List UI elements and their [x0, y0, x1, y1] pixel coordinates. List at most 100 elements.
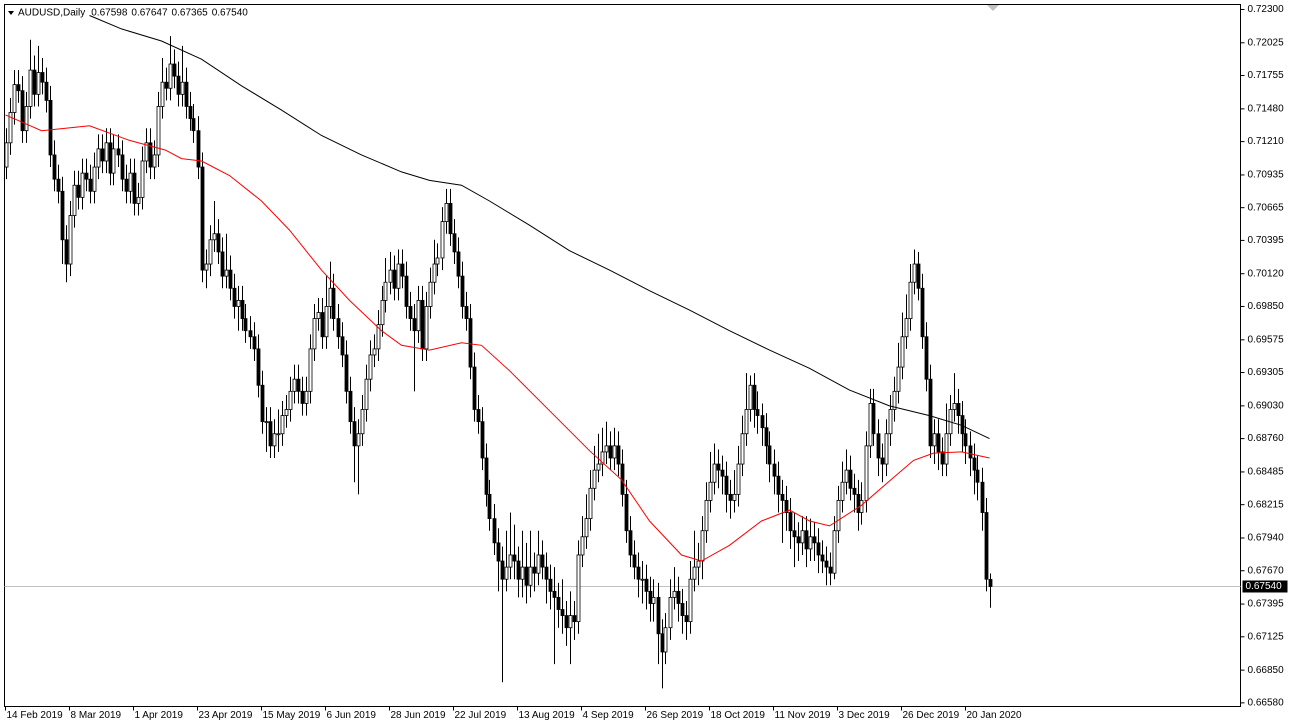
- candle-body: [248, 330, 253, 338]
- candle-body: [904, 318, 909, 338]
- candle-body: [600, 451, 605, 465]
- moving-average-line: [5, 114, 990, 562]
- candle-body: [928, 378, 933, 447]
- x-tick-label: 28 Jun 2019: [391, 710, 446, 721]
- candle-body: [316, 312, 321, 319]
- candle-body: [636, 566, 641, 580]
- candle-body: [48, 99, 53, 156]
- candle-body: [816, 542, 821, 556]
- shift-marker: [987, 5, 999, 11]
- candle-body: [252, 336, 257, 350]
- candle-body: [152, 154, 157, 168]
- candle-body: [176, 75, 181, 95]
- candle-body: [404, 275, 409, 307]
- candle-body: [832, 530, 837, 574]
- candle-body: [584, 518, 589, 538]
- chart-title: AUDUSD,Daily: [18, 8, 85, 19]
- candle-body: [52, 154, 57, 180]
- x-tick-label: 26 Sep 2019: [647, 710, 704, 721]
- y-tick-label: 0.69575: [1248, 334, 1285, 345]
- candle-body: [744, 409, 749, 435]
- candle-body: [512, 554, 517, 562]
- candle-body: [84, 172, 89, 180]
- candle-body: [172, 63, 177, 77]
- candle-body: [148, 142, 153, 168]
- candle-body: [508, 554, 513, 568]
- candle-body: [60, 190, 65, 241]
- candle-body: [755, 409, 760, 416]
- candle-body: [24, 106, 29, 132]
- candle-body: [64, 239, 69, 265]
- candle-body: [924, 336, 929, 380]
- candle-body: [888, 409, 893, 435]
- candle-body: [784, 500, 789, 513]
- candle-body: [236, 300, 241, 307]
- candle-body: [280, 415, 285, 435]
- candle-body: [188, 106, 193, 119]
- candle-body: [352, 421, 357, 447]
- candle-body: [892, 390, 897, 410]
- header-value: 0.67365: [172, 8, 209, 19]
- candle-body: [4, 142, 9, 168]
- candle-body: [812, 536, 817, 544]
- candle-body: [452, 233, 457, 253]
- candles: [4, 36, 993, 689]
- candle-body: [388, 269, 393, 283]
- x-tick-label: 26 Dec 2019: [903, 710, 960, 721]
- candle-body: [356, 433, 361, 447]
- y-tick-label: 0.70665: [1248, 202, 1285, 213]
- y-tick-label: 0.71210: [1248, 136, 1285, 147]
- candle-body: [624, 493, 629, 532]
- candle-body: [852, 487, 857, 495]
- candle-body: [448, 203, 453, 235]
- y-tick-label: 0.69305: [1248, 367, 1285, 378]
- candle-body: [424, 306, 429, 350]
- candle-body: [368, 354, 373, 380]
- candle-body: [572, 615, 577, 623]
- y-tick-label: 0.72025: [1248, 37, 1285, 48]
- candle-body: [72, 184, 77, 216]
- candle-body: [836, 500, 841, 532]
- candle-body: [776, 475, 781, 495]
- candle-body: [968, 445, 973, 459]
- candle-body: [288, 390, 293, 410]
- candle-body: [268, 421, 273, 447]
- candle-body: [592, 469, 597, 489]
- candle-body: [400, 263, 405, 277]
- candle-body: [752, 384, 757, 410]
- candle-body: [728, 493, 733, 501]
- candle-body: [496, 542, 501, 562]
- x-tick-label: 20 Jan 2020: [967, 710, 1022, 721]
- candle-body: [243, 318, 248, 332]
- candle-body: [672, 590, 677, 598]
- candle-body: [651, 596, 656, 604]
- candle-body: [936, 433, 941, 453]
- candle-body: [12, 84, 17, 113]
- y-tick-label: 0.68485: [1248, 467, 1285, 478]
- candle-body: [128, 172, 133, 192]
- candle-body: [932, 433, 937, 447]
- candle-body: [828, 566, 833, 574]
- candle-body: [604, 445, 609, 453]
- candle-body: [660, 633, 665, 653]
- candle-body: [963, 433, 968, 447]
- y-tick-label: 0.67940: [1248, 533, 1285, 544]
- candle-body: [908, 281, 913, 319]
- candle-body: [36, 72, 41, 95]
- x-tick-label: 23 Apr 2019: [199, 710, 253, 721]
- candle-body: [484, 457, 489, 495]
- candle-body: [528, 566, 533, 586]
- candle-body: [300, 390, 305, 404]
- y-tick-label: 0.71755: [1248, 70, 1285, 81]
- candle-body: [308, 348, 313, 392]
- y-tick-label: 0.66580: [1248, 698, 1285, 709]
- candle-body: [712, 463, 717, 483]
- candle-body: [760, 415, 765, 429]
- candle-body: [544, 566, 549, 580]
- candle-body: [912, 263, 917, 283]
- candle-body: [104, 142, 109, 162]
- y-tick-label: 0.69850: [1248, 301, 1285, 312]
- candle-body: [663, 627, 668, 653]
- candle-body: [284, 409, 289, 416]
